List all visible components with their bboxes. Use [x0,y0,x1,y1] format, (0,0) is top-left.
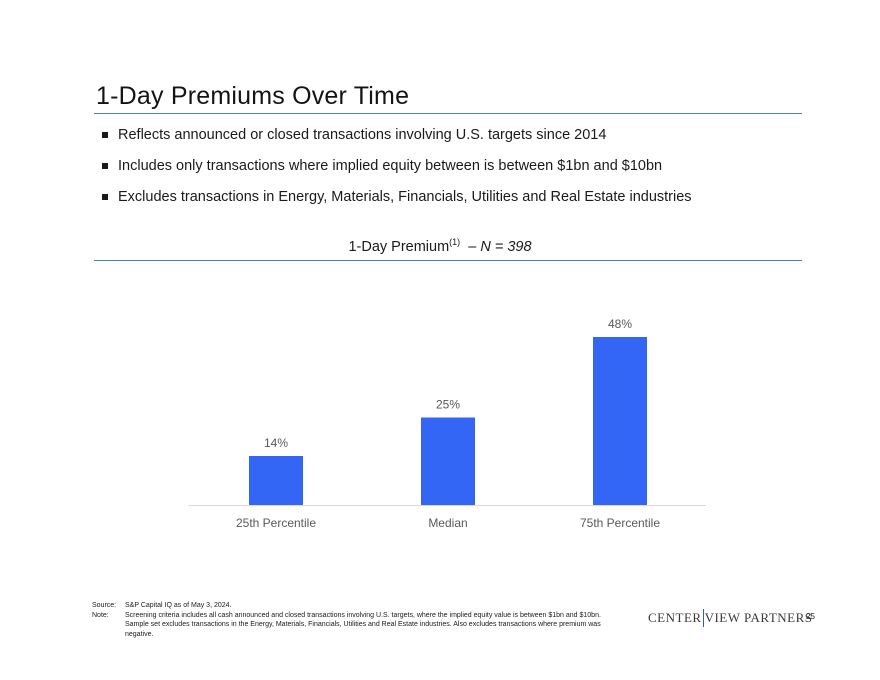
bar-1 [421,417,475,505]
footnotes: Source: S&P Capital IQ as of May 3, 2024… [92,601,623,639]
bar-0 [249,456,303,505]
x-tick-label-1: Median [428,516,467,530]
logo-text-right: VIEW PARTNERS [704,610,813,625]
logo-divider [702,609,704,627]
x-tick-label-0: 25th Percentile [236,516,316,530]
bar-2 [593,337,647,505]
x-tick-label-2: 75th Percentile [580,516,660,530]
bullet-list: Reflects announced or closed transaction… [100,126,692,219]
chart-title-footnote: (1) [449,237,461,247]
note-text: Screening criteria includes all cash ann… [125,611,601,638]
bar-chart: 14% 25th Percentile 25% Median 48% 75th Perce… [188,317,706,530]
chart-title-divider [94,260,802,261]
source-text: S&P Capital IQ as of May 3, 2024. [125,602,232,609]
company-logo: CENTER VIEW PARTNERS [648,609,813,627]
note-label: Note: [92,611,109,619]
chart-title-text: 1-Day Premium [348,239,450,255]
chart-title-sample-size: – N = 398 [468,239,532,255]
page-number: 25 [806,612,815,621]
source-label: Source: [92,602,117,609]
data-label-2: 48% [608,317,632,331]
bullet-item: Reflects announced or closed transaction… [100,126,692,157]
bullet-item: Includes only transactions where implied… [100,157,692,188]
data-label-0: 14% [264,436,288,450]
title-divider [94,113,802,114]
logo-text-left: CENTER [648,610,702,625]
page-title: 1-Day Premiums Over Time [96,82,410,110]
bullet-item: Excludes transactions in Energy, Materia… [100,188,692,219]
chart-title: 1-Day Premium(1) – N = 398 [0,237,880,255]
data-label-1: 25% [436,398,460,412]
